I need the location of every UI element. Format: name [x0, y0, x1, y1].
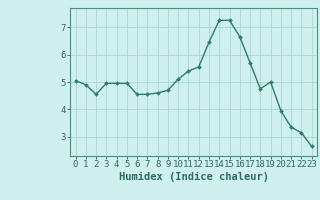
X-axis label: Humidex (Indice chaleur): Humidex (Indice chaleur): [119, 172, 268, 182]
